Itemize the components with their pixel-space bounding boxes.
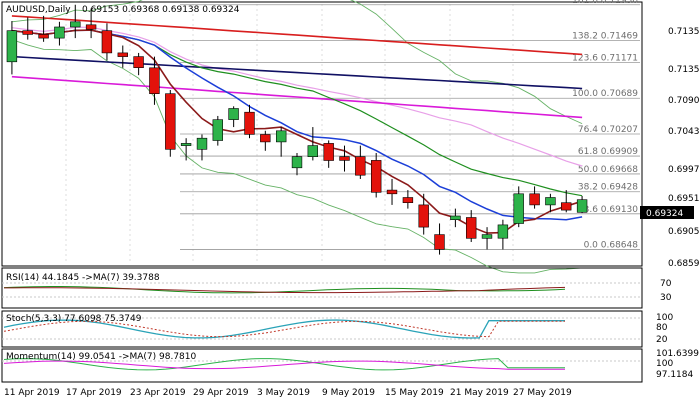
candle-body: [70, 21, 81, 28]
candle-body: [386, 189, 398, 195]
candle-body: [85, 24, 97, 30]
fib-level-label: 61.8 0.69909: [578, 147, 638, 157]
date-tick: 15 May 2019: [385, 388, 444, 398]
candle-body: [307, 145, 318, 158]
stoch-label: Stoch(5,3,3) 77.6098 75.3749: [6, 314, 142, 324]
fib-level-label: 50.0 0.69668: [578, 165, 638, 175]
candle-body: [275, 130, 287, 143]
candle-body: [355, 156, 366, 176]
momentum-level: 97.1184: [656, 370, 693, 380]
rsi-level: 70: [660, 279, 672, 289]
momentum-line: [3, 358, 565, 371]
fib-level-label: 161.8 0.71950: [572, 0, 638, 6]
date-tick: 9 May 2019: [322, 388, 375, 398]
candle-body: [196, 137, 208, 150]
momentum-level: 101.6399: [656, 349, 699, 359]
date-tick: 27 May 2019: [513, 388, 572, 398]
current-price-tag: 0.69324: [640, 206, 694, 219]
candle-body: [465, 217, 477, 239]
candle-body: [291, 156, 303, 169]
stoch-pane: Stoch(5,3,3) 77.6098 75.3749 100 80 20: [1, 310, 673, 348]
price-pane: 161.8 0.71950 138.2 0.71469 123.6 0.71171 1…: [1, 0, 643, 274]
date-tick: 3 May 2019: [257, 388, 310, 398]
fib-level-label: 76.4 0.70207: [578, 125, 638, 135]
momentum-pane: Momentum(14) 99.0541 ->MA(7) 98.7810 101…: [1, 348, 699, 383]
fib-level-label: 138.2 0.71469: [572, 31, 638, 41]
date-tick: 11 Apr 2019: [4, 388, 60, 398]
date-tick: 23 Apr 2019: [130, 388, 186, 398]
momentum-label: Momentum(14) 99.0541 ->MA(7) 98.7810: [6, 352, 197, 362]
rsi-level: 30: [660, 293, 672, 303]
fib-level-label: 100.0 0.70689: [572, 89, 638, 99]
candle-body: [22, 30, 33, 35]
candle-body: [149, 67, 160, 95]
candle-body: [212, 119, 223, 141]
candle-body: [228, 108, 239, 120]
candle-body: [402, 197, 414, 203]
candle-body: [576, 199, 588, 213]
current-price-label: 0.69324: [646, 209, 683, 219]
fib-level-label: 0.0 0.68648: [584, 241, 639, 251]
candle-body: [133, 56, 144, 68]
candle-body: [38, 34, 49, 39]
candle-body: [481, 234, 493, 239]
candle-body: [260, 134, 271, 143]
candle-body: [323, 143, 334, 161]
bollinger-lower-line: [11, 39, 583, 274]
momentum-level: 100: [656, 359, 673, 369]
bollinger-upper-line: [11, 0, 583, 125]
ohlc-values: 0.69153 0.69368 0.69138 0.69324: [82, 5, 240, 15]
stoch-level: 80: [656, 323, 668, 333]
ma-long-line: [11, 15, 583, 56]
candle-body: [450, 215, 461, 221]
stoch-main-line: [3, 319, 565, 339]
candle-body: [529, 193, 540, 206]
fib-level-label: 123.6 0.71171: [572, 53, 638, 63]
candle-body: [117, 52, 129, 57]
candle-body: [560, 202, 572, 211]
fib-level-label: 23.6 0.69130: [578, 205, 638, 215]
fib-level-label: 38.2 0.69428: [578, 183, 638, 193]
candle-body: [497, 224, 509, 239]
candle-body: [244, 111, 255, 135]
date-tick: 29 Apr 2019: [193, 388, 249, 398]
candle-body: [339, 156, 350, 161]
stoch-level: 100: [656, 313, 673, 323]
candle-body: [54, 26, 65, 39]
stoch-level: 20: [656, 335, 668, 345]
date-tick: 21 May 2019: [450, 388, 509, 398]
date-tick: 17 Apr 2019: [66, 388, 122, 398]
ma-long-line: [11, 55, 583, 90]
candle-body: [6, 30, 18, 63]
candle-body: [370, 160, 382, 193]
candle-body: [101, 30, 113, 54]
candle-body: [513, 193, 524, 224]
candle-body: [545, 197, 556, 206]
candle-body: [165, 93, 176, 150]
candle-body: [434, 234, 445, 250]
date-axis: 11 Apr 2019 17 Apr 2019 23 Apr 2019 29 A…: [4, 388, 572, 398]
rsi-ma-line: [4, 286, 566, 294]
rsi-label: RSI(14) 44.1845 ->MA(7) 39.3788: [6, 273, 160, 283]
ma-long-line: [11, 75, 583, 119]
symbol-label: AUDUSD,Daily: [6, 5, 71, 15]
momentum-ma-line: [3, 360, 565, 370]
candle-body: [180, 143, 192, 146]
candle-body: [418, 204, 429, 228]
rsi-pane: RSI(14) 44.1845 ->MA(7) 39.3788 70 30: [1, 267, 672, 309]
